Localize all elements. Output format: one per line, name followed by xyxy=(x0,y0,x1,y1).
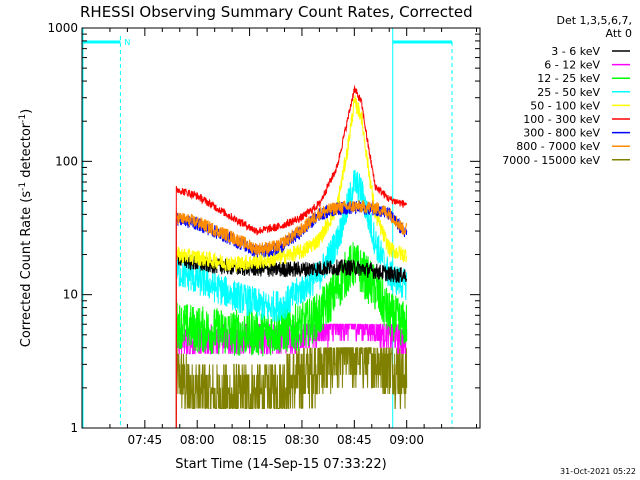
x-axis-label: Start Time (14-Sep-15 07:33:22) xyxy=(175,457,386,472)
legend-label-3-6-kev: 3 - 6 keV xyxy=(551,45,600,58)
series-layer xyxy=(175,84,408,428)
x-tick-label-2: 08:15 xyxy=(232,433,267,447)
series-line-100-300-kev xyxy=(175,84,408,428)
x-tick-label-3: 08:30 xyxy=(285,433,320,447)
y-tick-label-0: 1 xyxy=(70,421,78,435)
night-marker: N xyxy=(124,38,130,47)
y-tick-label-2: 100 xyxy=(55,154,78,168)
series-line-800-7000-kev xyxy=(175,200,408,428)
y-axis-label: Corrected Count Rate (s-1 detector-1) xyxy=(18,109,34,347)
chart-title: RHESSI Observing Summary Count Rates, Co… xyxy=(80,3,473,21)
x-tick-label-5: 09:00 xyxy=(389,433,424,447)
legend-label-12-25-kev: 12 - 25 keV xyxy=(537,72,600,85)
y-tick-label-3: 1000 xyxy=(47,21,78,35)
legend-label-800-7000-kev: 800 - 7000 keV xyxy=(516,140,600,153)
series-line-25-50-kev xyxy=(175,169,408,428)
axis-ticks: 07:45 08:00 08:15 08:30 08:45 09:00 1 10 100 1000 xyxy=(47,21,480,447)
legend-header-2: Att 0 xyxy=(606,27,632,40)
legend-label-7000-15000-kev: 7000 - 15000 keV xyxy=(502,154,600,167)
series-line-3-6-kev xyxy=(175,251,408,428)
legend-label-25-50-kev: 25 - 50 keV xyxy=(537,86,600,99)
x-tick-label-1: 08:00 xyxy=(180,433,215,447)
legend-header-1: Det 1,3,5,6,7, xyxy=(556,14,632,27)
timestamp: 31-Oct-2021 05:22 xyxy=(560,467,636,476)
plot-frame xyxy=(81,27,481,429)
y-tick-label-1: 10 xyxy=(63,288,78,302)
series-line-12-25-kev xyxy=(175,242,408,428)
series-line-50-100-kev xyxy=(175,95,408,428)
legend-label-6-12-kev: 6 - 12 keV xyxy=(544,59,600,72)
legend-label-50-100-kev: 50 - 100 keV xyxy=(530,99,600,112)
attenuator-bands: N xyxy=(82,28,453,428)
legend-label-100-300-kev: 100 - 300 keV xyxy=(523,113,600,126)
x-tick-label-0: 07:45 xyxy=(128,433,163,447)
series-line-7000-15000-kev xyxy=(175,347,408,428)
x-tick-label-4: 08:45 xyxy=(337,433,372,447)
legend-label-300-800-kev: 300 - 800 keV xyxy=(523,127,600,140)
